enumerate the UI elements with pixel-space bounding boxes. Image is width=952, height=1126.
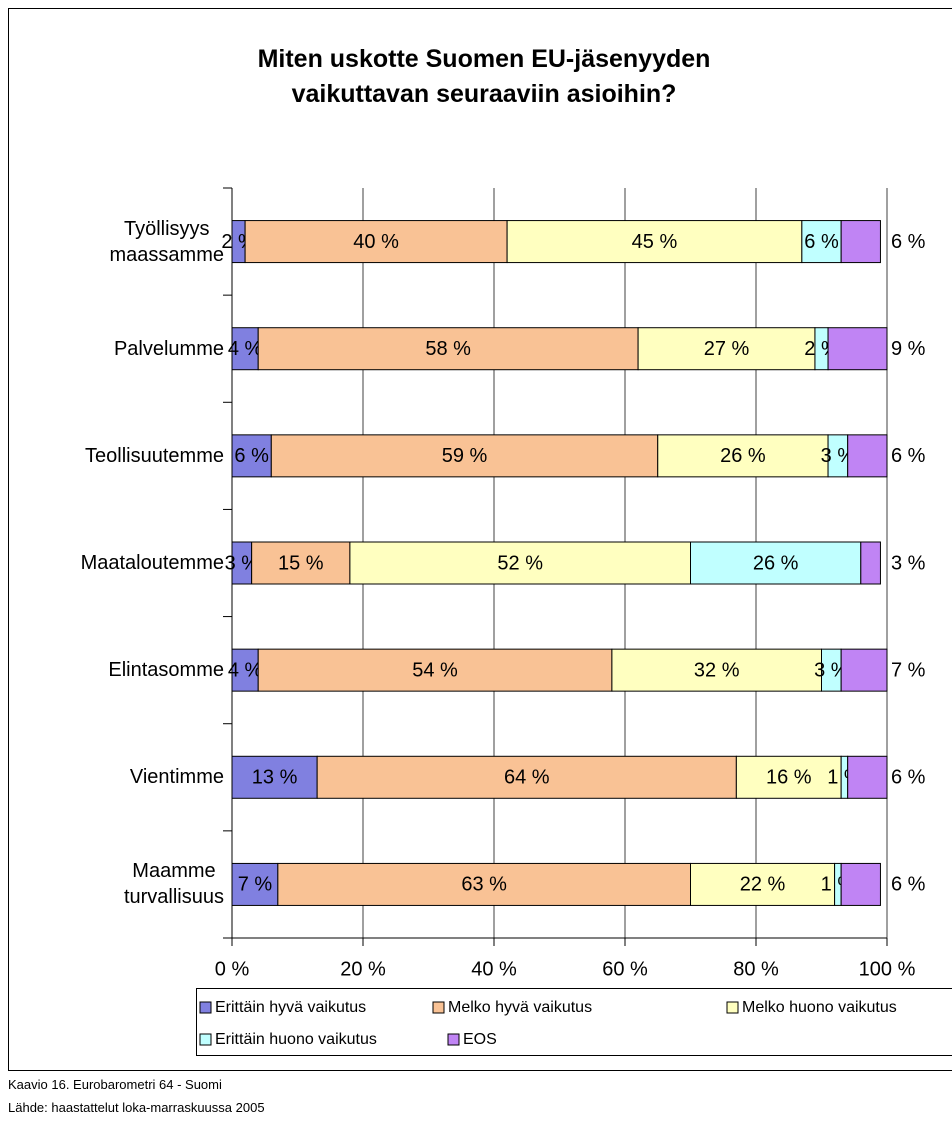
- x-tick-label: 80 %: [733, 958, 779, 980]
- data-label: 6 %: [804, 231, 839, 253]
- chart-title: Miten uskotte Suomen EU-jäsenyyden vaiku…: [257, 45, 711, 108]
- legend-swatch: [447, 1033, 460, 1046]
- legend-swatch: [726, 1001, 739, 1014]
- chart-border: [8, 8, 952, 1071]
- data-label: 9 %: [891, 338, 926, 360]
- data-label: 4 %: [228, 338, 263, 360]
- bar-segment: [657, 434, 829, 478]
- x-tick-label: 20 %: [340, 958, 386, 980]
- data-label: 3 %: [814, 659, 849, 681]
- bar-segment: [231, 862, 279, 906]
- x-tick-label: 0 %: [215, 958, 250, 980]
- bar-segment: [840, 220, 881, 264]
- bar-segment: [506, 220, 803, 264]
- data-label: 16 %: [766, 767, 812, 789]
- data-label: 40 %: [353, 231, 399, 253]
- bar-segment: [611, 648, 823, 692]
- data-label: 6 %: [891, 445, 926, 467]
- bar-segment: [349, 541, 691, 585]
- legend-label: Melko huono vaikutus: [742, 999, 897, 1016]
- legend-label: EOS: [463, 1031, 497, 1048]
- data-label: 13 %: [252, 767, 298, 789]
- bar-segment: [847, 434, 888, 478]
- data-label: 6 %: [891, 231, 926, 253]
- y-tick-label: Elintasomme: [108, 659, 224, 682]
- data-label: 3 %: [821, 445, 856, 467]
- bar-segment: [847, 755, 888, 799]
- y-tick-label: Maataloutemme: [80, 552, 224, 574]
- bar-segment: [231, 755, 318, 799]
- data-label: 3 %: [891, 552, 926, 574]
- bar-segment: [257, 327, 639, 371]
- data-label: 63 %: [461, 874, 507, 896]
- data-label: 52 %: [497, 552, 543, 574]
- bar-segment: [840, 862, 881, 906]
- data-label: 6 %: [891, 767, 926, 789]
- bar-segment: [637, 327, 816, 371]
- bar-segment: [231, 327, 259, 371]
- data-label: 32 %: [694, 659, 740, 681]
- legend-label: Erittäin hyvä vaikutus: [215, 999, 366, 1016]
- legend-swatch: [432, 1001, 445, 1014]
- x-tick-label: 60 %: [602, 958, 648, 980]
- data-label: 58 %: [425, 338, 471, 360]
- data-label: 6 %: [891, 874, 926, 896]
- data-label: 7 %: [238, 874, 273, 896]
- data-label: 59 %: [442, 445, 488, 467]
- bar-segment: [251, 541, 351, 585]
- data-label: 4 %: [228, 659, 263, 681]
- y-tick-label: Vientimme: [129, 766, 224, 789]
- legend-swatch: [199, 1033, 212, 1046]
- y-tick-label: Maamme turvallisuus: [123, 860, 224, 909]
- y-tick-label: Teollisuutemme: [85, 444, 224, 467]
- data-label: 26 %: [753, 552, 799, 574]
- data-label: 45 %: [632, 231, 678, 253]
- bar-segment: [801, 220, 842, 264]
- y-tick-label: Työllisyys maassamme: [109, 217, 224, 266]
- bar-segment: [690, 541, 862, 585]
- legend-label: Melko hyvä vaikutus: [448, 999, 592, 1016]
- y-tick-label: Palvelumme: [113, 337, 224, 360]
- bar-segment: [735, 755, 842, 799]
- data-label: 26 %: [720, 445, 766, 467]
- bar-segment: [316, 755, 737, 799]
- data-label: 54 %: [412, 659, 458, 681]
- legend-swatch: [199, 1001, 212, 1014]
- data-label: 3 %: [225, 552, 260, 574]
- bar-segment: [270, 434, 659, 478]
- bar-segment: [244, 220, 508, 264]
- data-label: 6 %: [234, 445, 269, 467]
- x-tick-label: 40 %: [471, 958, 517, 980]
- x-tick-label: 100 %: [859, 958, 916, 980]
- bar-segment: [690, 862, 836, 906]
- data-label: 15 %: [278, 552, 324, 574]
- bar-segment: [231, 648, 259, 692]
- bar-segment: [257, 648, 613, 692]
- data-label: 27 %: [704, 338, 750, 360]
- data-label: 64 %: [504, 767, 550, 789]
- data-label: 7 %: [891, 659, 926, 681]
- data-label: 22 %: [740, 874, 786, 896]
- bar-segment: [827, 327, 888, 371]
- footnote: Lähde: haastattelut loka-marraskuussa 20…: [8, 1100, 265, 1115]
- legend-box: [196, 988, 952, 1056]
- bar-segment: [277, 862, 691, 906]
- bar-segment: [840, 648, 888, 692]
- legend-label: Erittäin huono vaikutus: [215, 1031, 377, 1048]
- footnote: Kaavio 16. Eurobarometri 64 - Suomi: [8, 1077, 222, 1092]
- bar-segment: [860, 541, 881, 585]
